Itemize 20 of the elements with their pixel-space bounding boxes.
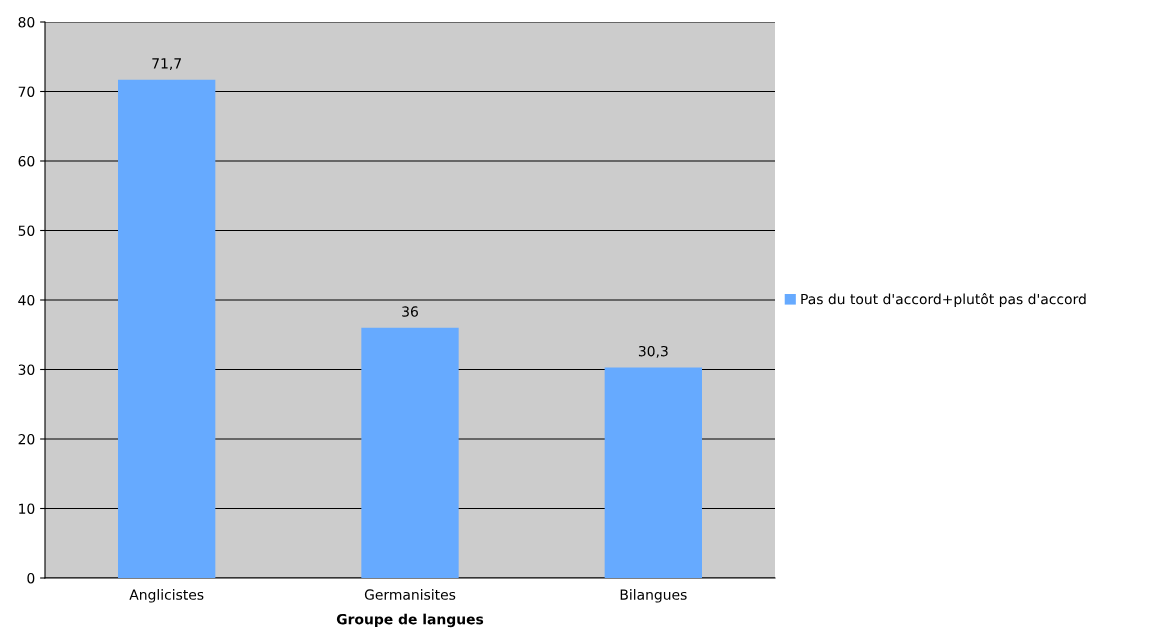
- y-tick-label: 60: [18, 155, 35, 167]
- y-tick-label: 20: [18, 433, 35, 445]
- data-label: 30,3: [638, 345, 668, 358]
- y-tick-label: 50: [18, 225, 35, 236]
- y-tick-label: 70: [18, 86, 35, 97]
- x-tick-label: Germanisites: [364, 589, 456, 600]
- y-tick-label: 40: [18, 294, 35, 306]
- data-label: 36: [402, 306, 418, 317]
- y-tick-label: 80: [18, 16, 35, 28]
- bar: [361, 327, 459, 578]
- bar: [604, 367, 702, 578]
- legend-label: Pas du tout d'accord+plutôt pas d'accord: [801, 293, 1086, 307]
- x-tick-label: Bilangues: [620, 589, 687, 603]
- data-label: 71,7: [152, 58, 181, 71]
- x-axis-title: Groupe de langues: [336, 613, 484, 628]
- x-tick-label: Anglicistes: [129, 589, 204, 603]
- y-tick-label: 0: [27, 572, 35, 584]
- y-tick-label: 10: [19, 503, 35, 514]
- bar: [118, 79, 216, 578]
- y-tick-label: 30: [18, 364, 35, 375]
